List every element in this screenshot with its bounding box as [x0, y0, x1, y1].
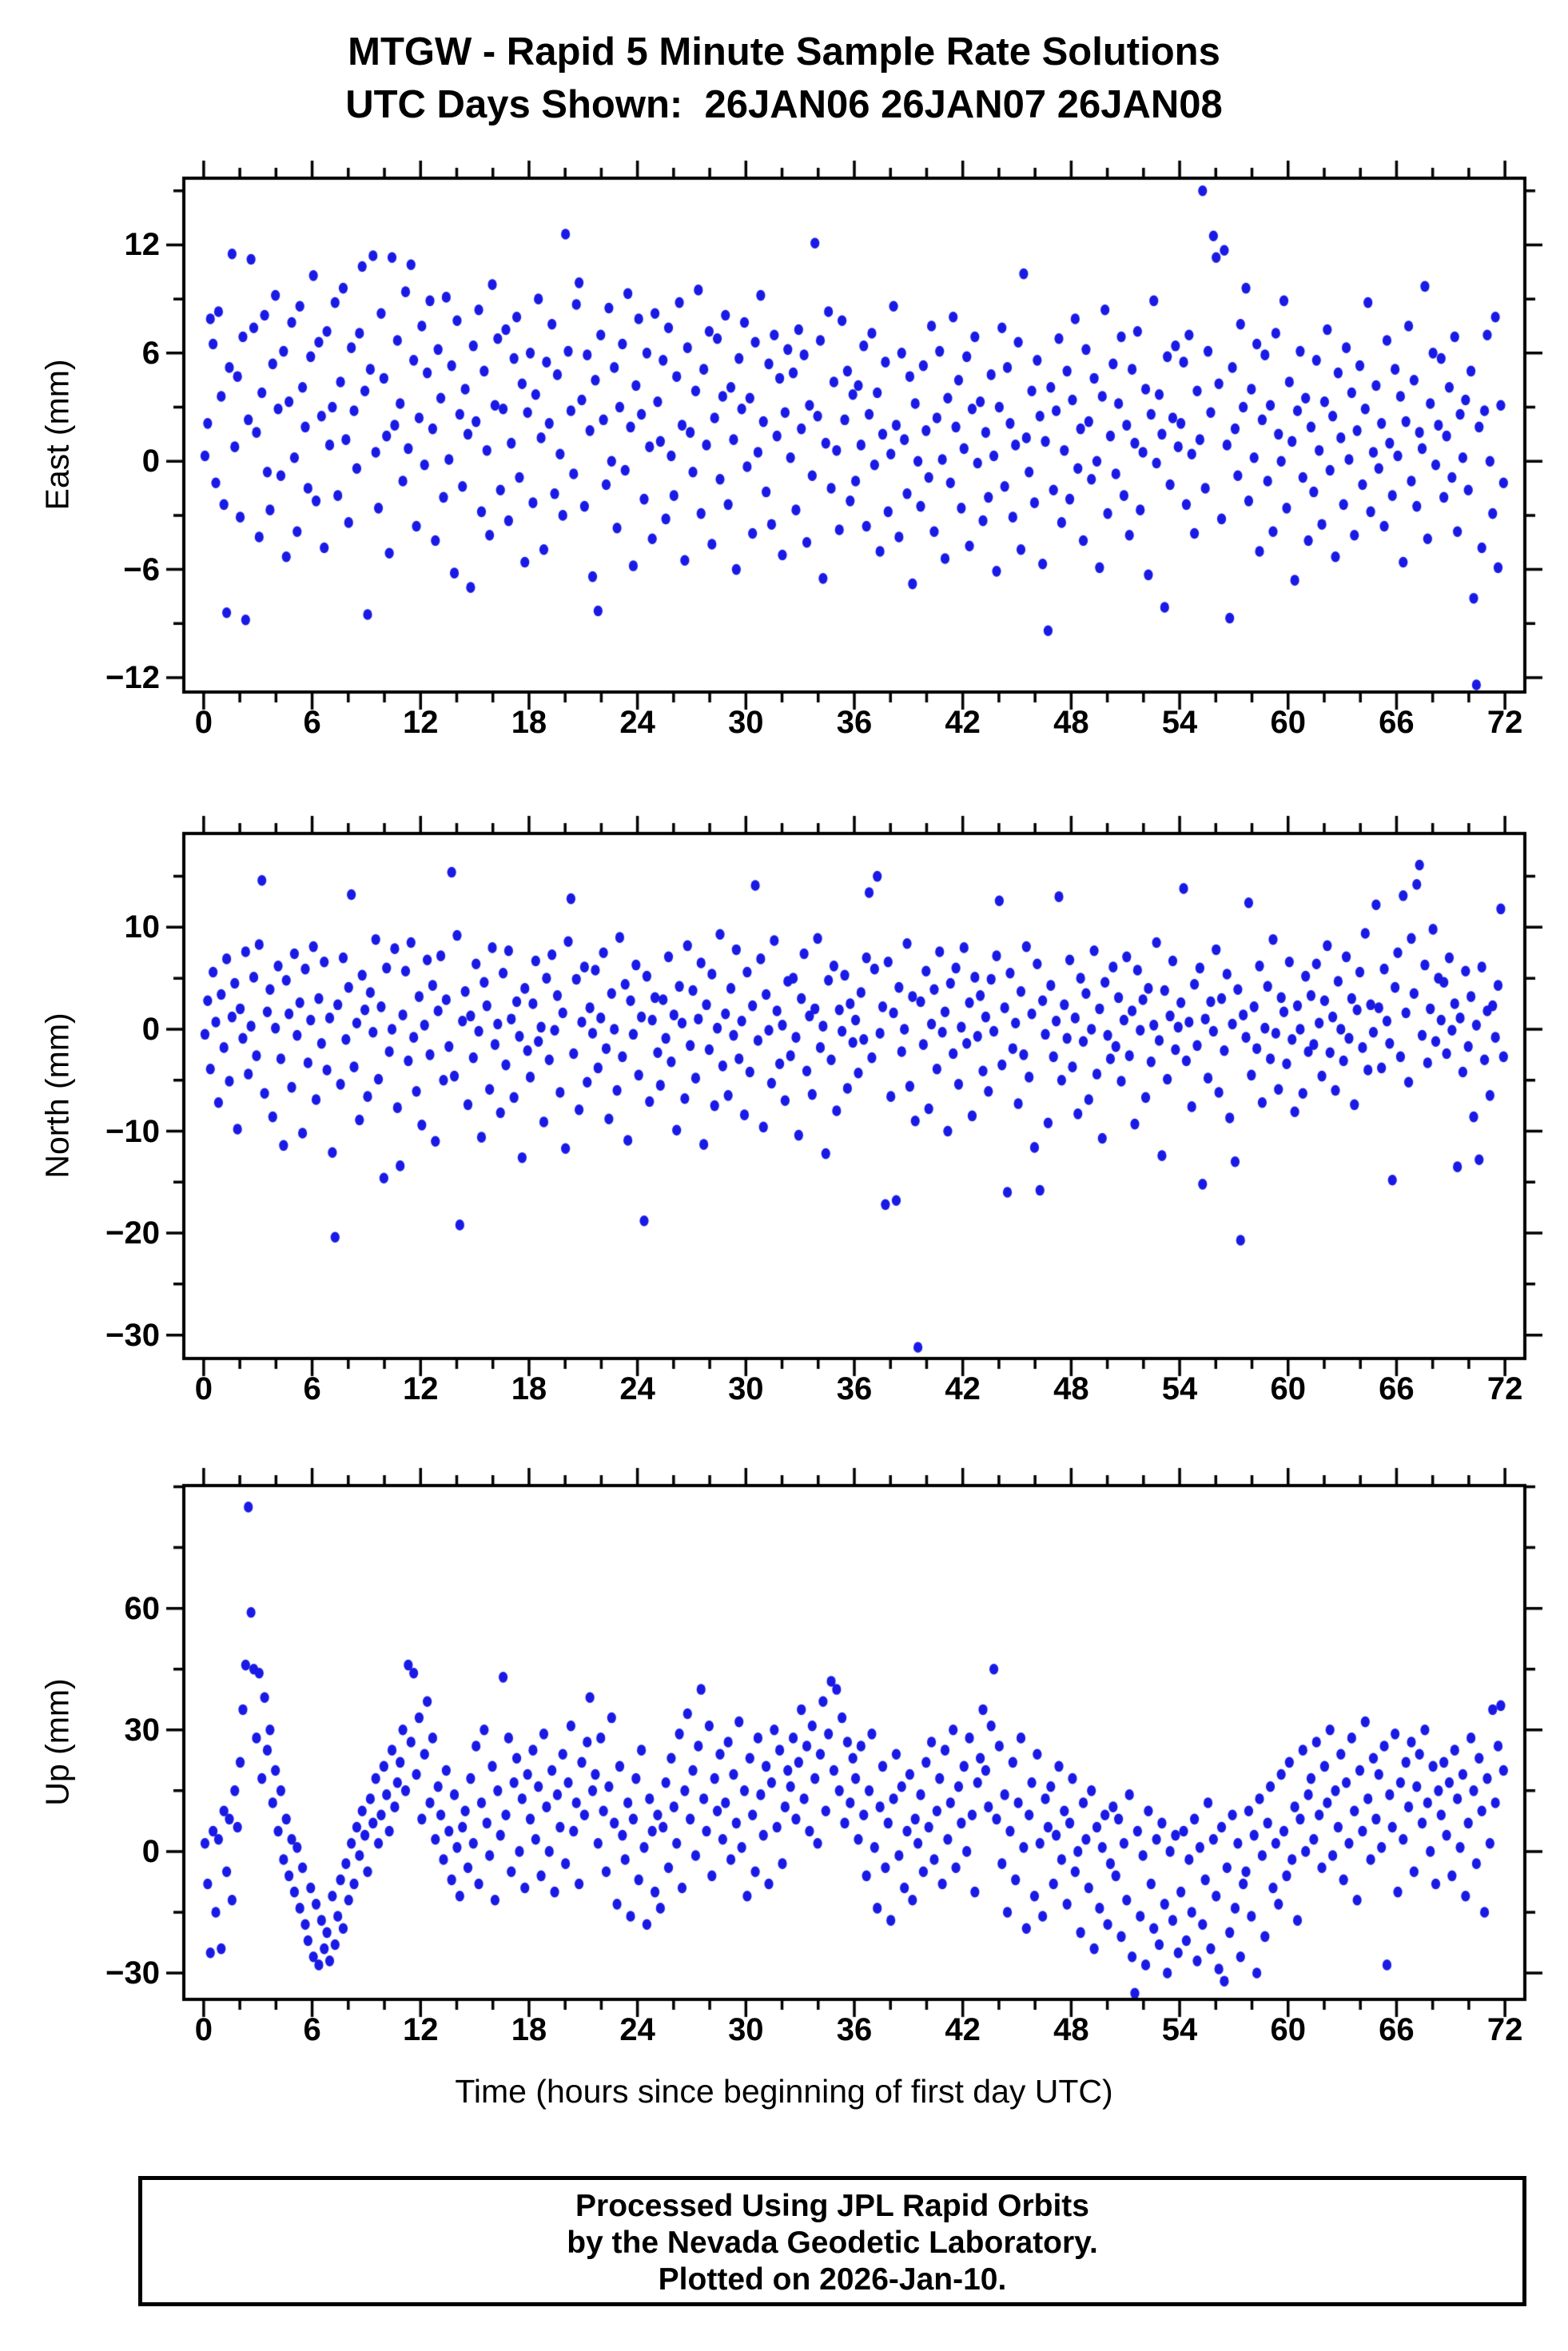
x-tick-label: 72: [1486, 1371, 1523, 1406]
y-tick-label: 0: [141, 1011, 160, 1047]
y-tick-label: 12: [124, 227, 161, 263]
x-tick-label: 42: [945, 2012, 981, 2047]
x-tick-label: 36: [836, 2012, 873, 2047]
x-tick-label: 24: [619, 2012, 655, 2047]
footer-line3: Plotted on 2026-Jan-10.: [658, 2262, 1007, 2297]
x-tick-label: 66: [1379, 2012, 1415, 2047]
x-tick-label: 18: [511, 1371, 547, 1406]
x-tick-label: 48: [1053, 705, 1089, 740]
x-tick-label: 0: [194, 1371, 213, 1406]
x-tick-label: 6: [303, 2012, 321, 2047]
x-tick-label: 66: [1379, 1371, 1415, 1406]
y-tick-label: −12: [105, 659, 160, 695]
x-tick-label: 30: [728, 2012, 764, 2047]
x-tick-label: 0: [194, 705, 213, 740]
y-tick-label: 30: [124, 1712, 161, 1748]
x-tick-label: 18: [511, 2012, 547, 2047]
x-tick-label: 12: [403, 705, 439, 740]
x-tick-label: 12: [403, 2012, 439, 2047]
x-tick-label: 36: [836, 1371, 873, 1406]
x-tick-label: 30: [728, 1371, 764, 1406]
x-tick-label: 24: [619, 705, 655, 740]
y-tick-label: −10: [105, 1113, 160, 1149]
x-tick-label: 0: [194, 2012, 213, 2047]
y-axis-label-east: East (mm): [38, 359, 76, 511]
plot-title-line1: MTGW - Rapid 5 Minute Sample Rate Soluti…: [348, 30, 1220, 74]
x-tick-label: 66: [1379, 705, 1415, 740]
x-tick-label: 24: [619, 1371, 655, 1406]
x-tick-label: 60: [1270, 705, 1306, 740]
x-tick-label: 6: [303, 705, 321, 740]
x-tick-label: 30: [728, 705, 764, 740]
x-tick-label: 18: [511, 705, 547, 740]
x-tick-label: 54: [1161, 705, 1198, 740]
plot-title-line2: UTC Days Shown: 26JAN06 26JAN07 26JAN08: [345, 83, 1223, 126]
y-tick-label: −6: [123, 551, 160, 587]
x-axis-label: Time (hours since beginning of first day…: [455, 2073, 1113, 2110]
x-tick-label: 72: [1486, 2012, 1523, 2047]
footer-box: Processed Using JPL Rapid Orbits by the …: [138, 2176, 1526, 2306]
x-tick-label: 60: [1270, 2012, 1306, 2047]
x-tick-label: 48: [1053, 2012, 1089, 2047]
x-tick-label: 54: [1161, 1371, 1198, 1406]
x-tick-label: 6: [303, 1371, 321, 1406]
x-tick-label: 36: [836, 705, 873, 740]
y-tick-label: 6: [141, 335, 160, 371]
x-tick-label: 48: [1053, 1371, 1089, 1406]
x-tick-label: 72: [1486, 705, 1523, 740]
y-tick-label: 60: [124, 1590, 161, 1626]
y-tick-label: 0: [141, 444, 160, 479]
x-tick-label: 54: [1161, 2012, 1198, 2047]
y-tick-label: −20: [105, 1215, 160, 1251]
footer-line2: by the Nevada Geodetic Laboratory.: [567, 2226, 1098, 2260]
x-tick-label: 60: [1270, 1371, 1306, 1406]
x-tick-label: 12: [403, 1371, 439, 1406]
x-tick-label: 42: [945, 1371, 981, 1406]
y-tick-label: −30: [105, 1317, 160, 1353]
y-tick-label: 10: [124, 909, 161, 945]
y-tick-label: 0: [141, 1833, 160, 1869]
x-tick-label: 42: [945, 705, 981, 740]
footer-line1: Processed Using JPL Rapid Orbits: [575, 2189, 1089, 2223]
y-tick-label: −30: [105, 1955, 160, 1991]
